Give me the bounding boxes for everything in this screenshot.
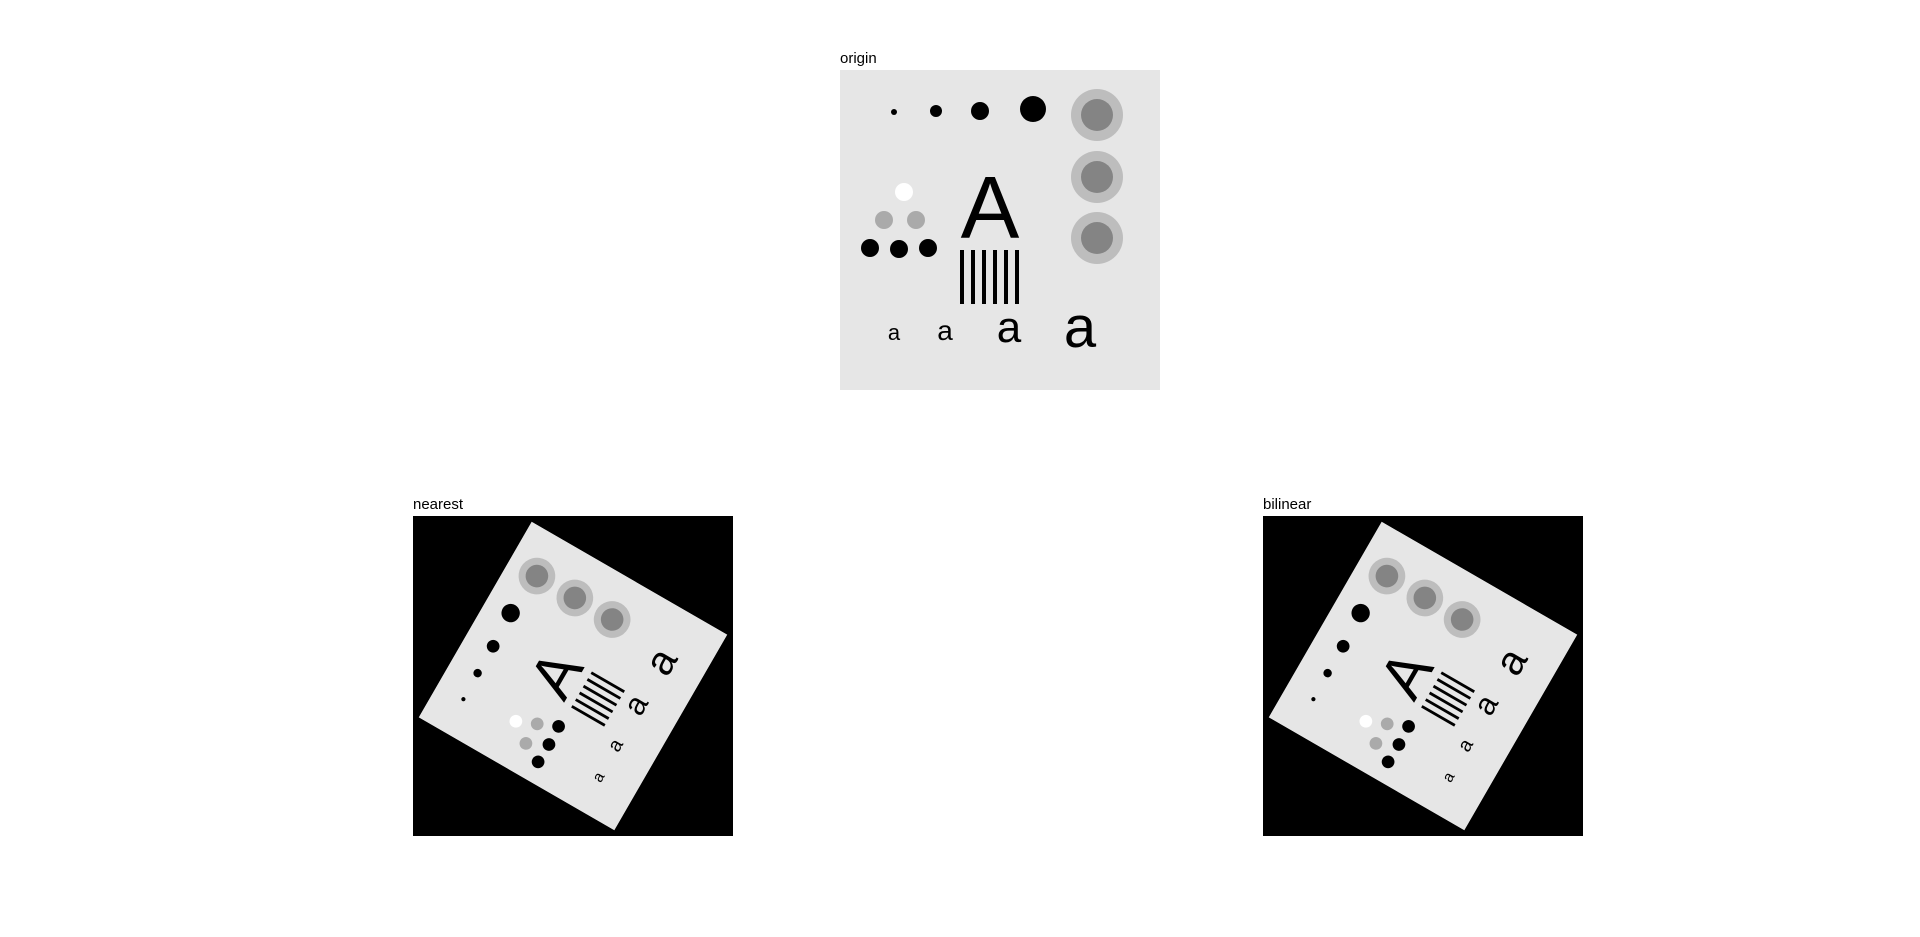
noise-blob bbox=[1071, 89, 1123, 141]
rotated-test-pattern: A a a a a bbox=[418, 521, 728, 831]
large-letter: A bbox=[961, 158, 1020, 257]
test-pattern-graphic: A a a a a bbox=[418, 521, 728, 831]
nearest-image: A a a a a bbox=[413, 516, 733, 836]
origin-image: A a a a a bbox=[840, 70, 1160, 390]
test-pattern-graphic: A a a a a bbox=[861, 89, 1123, 360]
small-letter: a bbox=[888, 320, 901, 345]
bilinear-image: A a a a a bbox=[1263, 516, 1583, 836]
small-letter: a bbox=[997, 303, 1022, 352]
rotated-test-pattern: A a a a a bbox=[1268, 521, 1578, 831]
noise-blob bbox=[1071, 151, 1123, 203]
small-letter: a bbox=[937, 315, 953, 346]
test-pattern-graphic: A a a a a bbox=[1268, 521, 1578, 831]
small-letter: a bbox=[1064, 295, 1097, 360]
noise-blob bbox=[1071, 212, 1123, 264]
